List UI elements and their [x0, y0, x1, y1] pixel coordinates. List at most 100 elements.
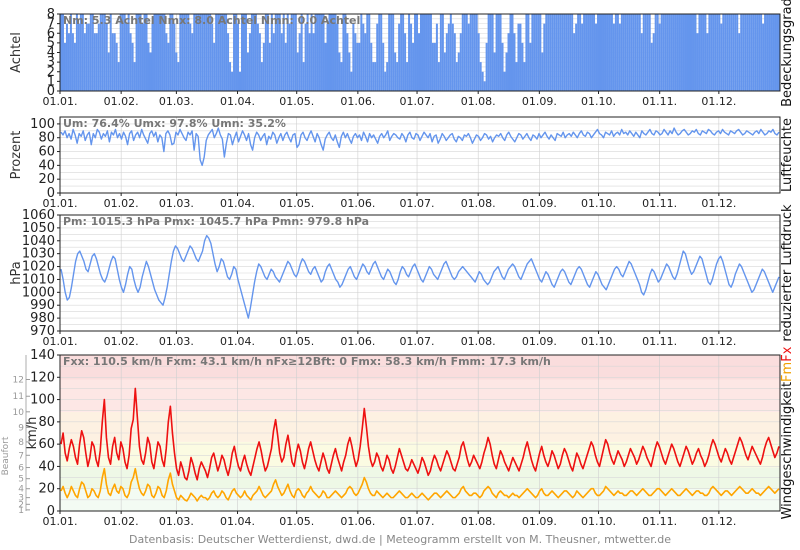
y-tick-label: 7: [47, 17, 55, 32]
cloud-bar: [163, 14, 166, 91]
beaufort-band: [60, 411, 780, 442]
cloud-bar: [664, 14, 667, 91]
cloud-bar: [268, 42, 271, 91]
cloud-bar: [600, 14, 603, 91]
y-tick-label: 1010: [22, 272, 55, 287]
cloud-bar: [573, 33, 576, 91]
cloud-bar: [565, 14, 568, 91]
cloud-bar: [270, 14, 273, 91]
cloud-bar: [213, 42, 216, 91]
right-title: Bedeckungsgrad: [780, 0, 795, 107]
x-tick-label: 01.08.: [461, 515, 496, 528]
cloud-bar: [551, 14, 554, 91]
cloud-bar: [437, 62, 440, 91]
cloud-bar: [284, 42, 287, 91]
cloud-bar: [674, 14, 677, 91]
cloud-bar: [380, 14, 383, 91]
y-tick-label: 40: [38, 158, 55, 173]
cloud-bar: [225, 14, 228, 91]
y-tick-label: 0: [47, 186, 55, 201]
cloud-bar: [173, 23, 176, 91]
cloud-bar: [766, 14, 769, 91]
x-tick-label: 01.06.: [340, 515, 375, 528]
cloud-bar: [69, 14, 72, 91]
x-tick-label: 01.07.: [400, 197, 435, 210]
cloud-bar: [113, 33, 116, 91]
y-tick-label: 1: [47, 74, 55, 89]
cloud-bar: [191, 33, 194, 91]
x-tick-label: 01.12.: [701, 197, 736, 210]
cloud-bar: [537, 14, 540, 91]
cloud-bar: [119, 14, 122, 91]
cloud-bar: [662, 14, 665, 91]
cloud-bar: [457, 52, 460, 91]
stats-text: Nm: 5.3 Achtel Nmx: 8.0 Achtel Nmn: 0.0 …: [63, 14, 360, 27]
cloud-bar: [477, 33, 480, 91]
cloud-bar: [654, 14, 657, 91]
y-tick-label: 1030: [22, 247, 55, 262]
x-tick-label: 01.10.: [581, 335, 616, 348]
cloud-bar: [616, 14, 619, 91]
cloud-bar: [141, 23, 144, 91]
cloud-bar: [153, 14, 156, 91]
cloud-bar: [248, 33, 251, 91]
cloud-bar: [330, 14, 333, 91]
cloud-bar: [358, 42, 361, 91]
cloud-bar: [595, 23, 598, 91]
x-tick-label: 01.10.: [581, 95, 616, 108]
cloud-bar: [531, 14, 534, 91]
x-tick-label: 01.02.: [104, 95, 139, 108]
x-tick-label: 01.11.: [642, 515, 677, 528]
cloud-bar: [485, 42, 488, 91]
cloud-bar: [483, 81, 486, 91]
cloud-bar: [513, 33, 516, 91]
cloud-bar: [624, 14, 627, 91]
x-tick-label: 01.05.: [279, 335, 314, 348]
x-tick-label: 01.09.: [522, 515, 557, 528]
cloud-bar: [386, 62, 389, 91]
cloud-bar: [555, 14, 558, 91]
cloud-bar: [632, 14, 635, 91]
cloud-bar: [640, 33, 643, 91]
x-tick-label: 01.03.: [159, 197, 194, 210]
beaufort-tick-label: 6: [18, 464, 24, 474]
cloud-bar: [167, 42, 170, 91]
cloud-bar: [360, 14, 363, 91]
cloud-bar: [304, 23, 307, 91]
x-tick-label: 01.01.: [43, 515, 78, 528]
cloud-bar: [332, 14, 335, 91]
cloud-bar: [350, 71, 353, 91]
cloud-bar: [252, 14, 255, 91]
cloud-bar: [652, 33, 655, 91]
cloud-bar: [320, 14, 323, 91]
cloud-bar: [557, 14, 560, 91]
beaufort-tick-label: 11: [13, 392, 24, 402]
cloud-bar: [541, 52, 544, 91]
right-title: reduzierter Luftdruck: [780, 204, 795, 342]
cloud-bar: [730, 14, 733, 91]
cloud-bar: [308, 33, 311, 91]
cloud-bar: [626, 14, 629, 91]
cloud-bar: [394, 52, 397, 91]
right-title-main: Windgeschwindigkeit: [780, 382, 795, 519]
cloud-bar: [682, 14, 685, 91]
cloud-bar: [302, 62, 305, 91]
cloud-bar: [384, 71, 387, 91]
x-tick-label: 01.04.: [220, 515, 255, 528]
cloud-bar: [187, 14, 190, 91]
cloud-bar: [479, 62, 482, 91]
x-tick-label: 01.04.: [220, 95, 255, 108]
cloud-bar: [121, 14, 124, 91]
cloud-bar: [145, 14, 148, 91]
cloud-bar: [511, 14, 514, 91]
cloud-bar: [461, 14, 464, 91]
cloud-bar: [505, 52, 508, 91]
cloud-bar: [656, 14, 659, 91]
cloud-bar: [754, 14, 757, 91]
cloud-bar: [99, 14, 102, 91]
cloud-bar: [256, 23, 259, 91]
x-tick-label: 01.05.: [279, 515, 314, 528]
y-tick-label: 60: [38, 145, 55, 160]
cloud-bar: [151, 23, 154, 91]
